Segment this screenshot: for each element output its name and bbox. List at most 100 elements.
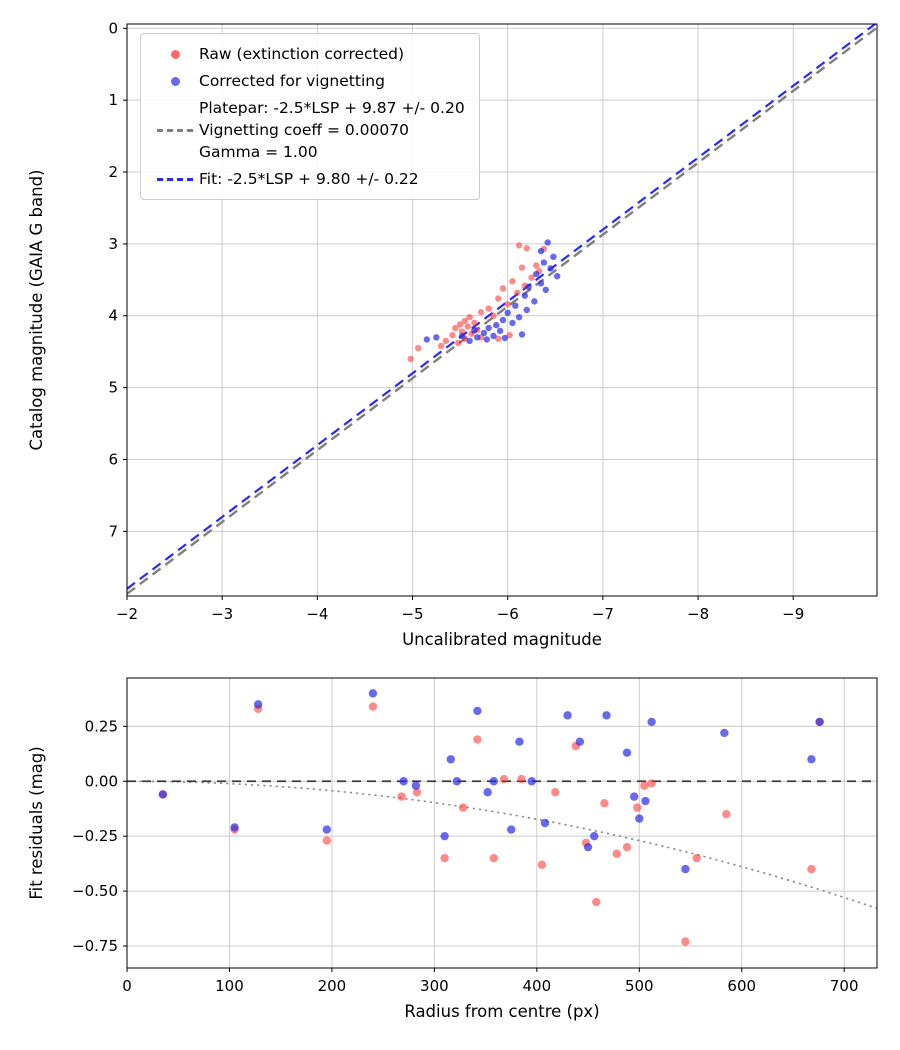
y-tick-label: −0.75 xyxy=(72,937,118,955)
data-point xyxy=(433,334,440,341)
data-point xyxy=(423,336,431,343)
magnitude-fit-chart-ylabel: Catalog magnitude (GAIA G band) xyxy=(27,170,46,451)
data-point xyxy=(253,700,263,709)
data-point xyxy=(504,309,511,317)
legend-entry-fit: Fit: -2.5*LSP + 9.80 +/- 0.22 xyxy=(151,168,465,190)
data-point xyxy=(527,777,536,786)
legend-entry-corrected: Corrected for vignetting xyxy=(151,70,465,92)
data-point xyxy=(471,319,478,327)
data-point xyxy=(456,321,464,328)
data-point xyxy=(493,321,500,329)
data-point xyxy=(815,717,824,727)
y-tick-label: 0.25 xyxy=(85,717,118,735)
data-point xyxy=(507,825,516,834)
data-point xyxy=(537,860,547,869)
data-point xyxy=(499,316,507,324)
data-point xyxy=(640,781,649,790)
data-point xyxy=(499,285,507,292)
x-tick-label: 600 xyxy=(727,977,756,995)
y-tick-label: 4 xyxy=(108,307,118,325)
data-point xyxy=(807,755,816,764)
data-point xyxy=(452,777,462,786)
data-point xyxy=(590,831,599,841)
platepar-dash-icon xyxy=(151,128,199,132)
raw-extinction-corrected xyxy=(407,242,548,363)
y-tick-label: 0.00 xyxy=(85,772,118,790)
data-point xyxy=(551,788,560,797)
data-point xyxy=(807,864,816,874)
data-point xyxy=(633,803,642,812)
data-point xyxy=(412,788,422,797)
x-tick-label: 300 xyxy=(420,977,449,995)
data-point xyxy=(629,792,639,801)
y-tick-label: 3 xyxy=(108,235,118,253)
data-point xyxy=(681,864,690,874)
data-point xyxy=(322,836,331,845)
x-tick-label: 0 xyxy=(122,977,132,995)
data-point xyxy=(544,239,551,246)
data-point xyxy=(540,259,548,266)
data-point xyxy=(575,737,585,746)
data-point xyxy=(518,331,526,338)
data-point xyxy=(368,702,378,711)
data-point xyxy=(509,319,516,327)
data-point xyxy=(517,774,526,784)
platepar-line xyxy=(127,26,877,595)
raw-marker-icon xyxy=(151,49,199,59)
data-point xyxy=(499,774,509,784)
data-point xyxy=(504,301,511,308)
fit-dash-icon xyxy=(151,177,199,181)
data-point xyxy=(514,289,521,296)
x-tick-label: −4 xyxy=(306,605,328,623)
data-point xyxy=(554,273,561,280)
vignetting-model-curve xyxy=(127,780,877,910)
residuals-chart: 0 100 200 300 400 500 600 700 0.25 0.00 −0.25 −0.50… xyxy=(27,677,878,1021)
residuals-chart-ylabel: Fit residuals (mag) xyxy=(27,746,46,899)
data-point xyxy=(399,777,408,786)
blue-dot-icon xyxy=(170,76,180,86)
legend-entry-raw: Raw (extinction corrected) xyxy=(151,43,465,65)
data-point xyxy=(473,735,482,744)
data-point xyxy=(494,335,502,342)
data-point xyxy=(407,355,414,363)
data-point xyxy=(489,853,499,863)
data-point xyxy=(471,326,478,334)
data-point xyxy=(415,344,422,352)
data-point xyxy=(537,247,545,255)
x-tick-label: −7 xyxy=(592,605,614,623)
data-point xyxy=(537,280,545,287)
blue-dash-icon xyxy=(157,177,193,181)
data-point xyxy=(501,334,509,342)
data-point xyxy=(494,295,502,302)
data-point xyxy=(509,278,516,285)
x-tick-label: −3 xyxy=(211,605,233,623)
data-point xyxy=(496,327,504,335)
data-point xyxy=(474,334,481,341)
data-point xyxy=(440,831,449,841)
data-point xyxy=(722,810,731,819)
y-tick-label: 6 xyxy=(108,450,118,468)
corrected-marker-icon xyxy=(151,76,199,86)
gray-dash-icon xyxy=(157,128,193,132)
legend-label-raw: Raw (extinction corrected) xyxy=(199,45,405,63)
y-tick-label: 5 xyxy=(108,379,118,397)
corrected-for-vignetting xyxy=(423,239,561,345)
data-point xyxy=(647,779,656,788)
data-point xyxy=(528,274,535,281)
data-point xyxy=(483,336,490,343)
data-point xyxy=(485,305,492,312)
data-point xyxy=(602,711,611,720)
data-point xyxy=(440,853,449,863)
data-point xyxy=(635,814,644,823)
axes-frame xyxy=(126,23,878,597)
data-point xyxy=(464,323,471,330)
data-point xyxy=(515,737,524,746)
data-point xyxy=(563,711,572,720)
fit-line xyxy=(127,24,877,590)
data-point xyxy=(583,842,593,852)
residuals-chart-xlabel: Radius from centre (px) xyxy=(404,1002,599,1021)
data-point xyxy=(368,689,378,698)
data-point xyxy=(452,324,459,332)
